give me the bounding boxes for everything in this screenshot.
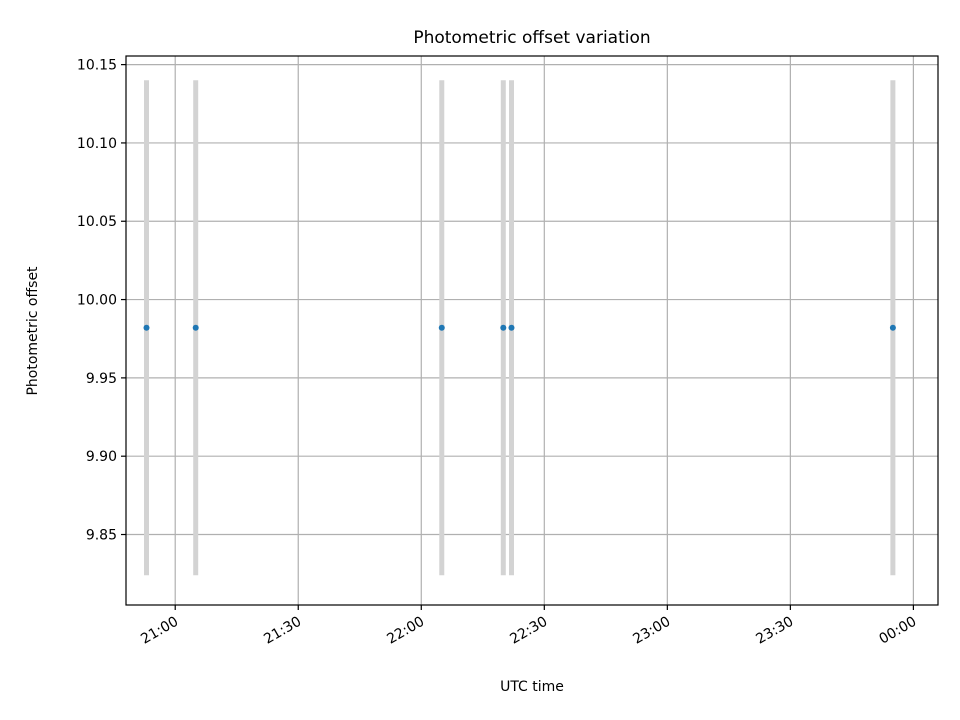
data-point: [508, 324, 515, 331]
data-point: [143, 324, 150, 331]
y-tick-label: 10.00: [77, 293, 117, 309]
y-axis-label: Photometric offset: [25, 266, 41, 396]
data-points: [143, 324, 896, 331]
plot-frame: [125, 55, 939, 606]
y-tick-label: 10.15: [77, 58, 117, 74]
data-point: [438, 324, 445, 331]
x-axis-label: UTC time: [500, 679, 564, 695]
data-point: [889, 324, 896, 331]
y-tick-label: 9.85: [86, 528, 117, 544]
data-point: [192, 324, 199, 331]
y-tick-label: 9.90: [86, 449, 117, 465]
y-tick-label: 10.10: [77, 136, 117, 152]
grid: [126, 56, 938, 605]
data-point: [500, 324, 507, 331]
chart-title: Photometric offset variation: [413, 28, 650, 48]
y-axis-ticks: 9.85 9.90 9.95 10.00 10.05 10.10 10.15: [77, 58, 126, 544]
y-tick-label: 10.05: [77, 214, 117, 230]
y-tick-label: 9.95: [86, 371, 117, 387]
